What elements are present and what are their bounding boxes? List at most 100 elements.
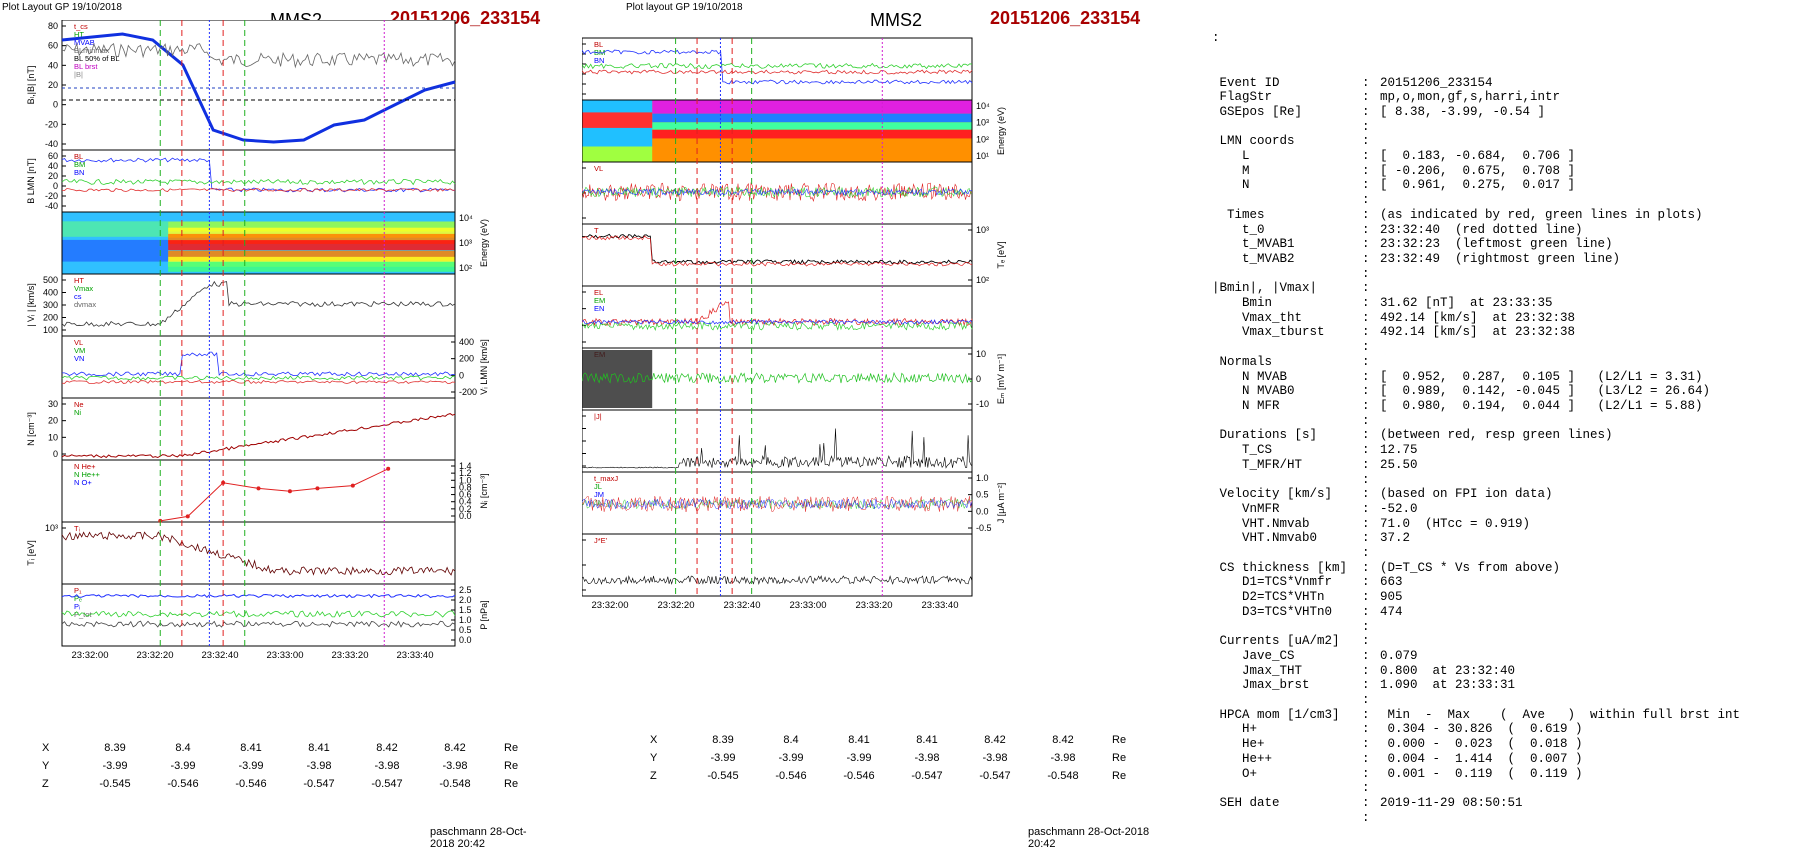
vl-line [62,351,456,377]
y-tick-label: 200 [43,313,58,323]
coord-value: -3.98 [374,760,400,772]
x-tick-label: 23:32:40 [724,600,761,611]
coord-value: -0.547 [979,770,1011,782]
summary-colon: : [1362,810,1370,825]
x-tick-label: 23:33:20 [332,650,369,661]
summary-key [1212,693,1362,708]
summary-key [1212,267,1362,282]
coord-value: -3.99 [778,752,804,764]
coord-value: -0.548 [439,778,471,790]
legend-entry: BL [74,152,83,161]
summary-line: T_MFR/HT:25.50 [1212,458,1804,473]
coord-value: 8.39 [104,742,126,754]
he-plus-plus-point [386,466,391,471]
summary-line: O+: 0.001 - 0.119 ( 0.119 ) [1212,767,1804,782]
summary-key: Vmax_tburst [1212,325,1325,340]
summary-value: 0.304 - 30.826 ( 0.619 ) [1380,722,1583,737]
coord-value: 8.41 [916,734,938,746]
summary-line: N MVAB: [ 0.952, 0.287, 0.105 ] (L2/L1 = … [1212,370,1804,385]
spectro-band [582,112,653,128]
summary-line: t_MVAB2:23:32:49 (rightmost green line) [1212,252,1804,267]
coord-value: 8.41 [240,742,262,754]
summary-colon: : [1362,222,1370,237]
summary-colon: : [1362,546,1370,561]
summary-colon: : [1362,340,1370,355]
summary-key: GSEpos [Re] [1212,104,1303,119]
summary-line: D2=TCS*VHTn:905 [1212,590,1804,605]
coord-value: -3.99 [846,752,872,764]
summary-line: He+: 0.000 - 0.023 ( 0.018 ) [1212,737,1804,752]
legend-entry: t_maxJ [594,474,618,483]
y-tick-label: 80 [48,21,58,31]
summary-colon: : [1362,149,1370,164]
y-tick-label-right: 0.8 [459,482,472,492]
summary-key: Jmax_THT [1212,663,1303,678]
left-coord-table: X 8.39 8.4 8.41 8.41 8.42 8.42 Re Y -3.99 -3.99 -3.… [40,738,560,794]
coord-value: -0.546 [843,770,875,782]
coord-value: 8.42 [984,734,1006,746]
summary-colon: : [1362,90,1370,105]
summary-key: VHT.Nmvab0 [1212,531,1318,546]
summary-line: VnMFR: -52.0 [1212,502,1804,517]
summary-line: Jave_CS:0.079 [1212,649,1804,664]
spectro-band [652,113,972,123]
coord-value: 8.39 [712,734,734,746]
summary-colon: : [1362,781,1370,796]
y-tick-label-right: 0.0 [459,511,472,521]
coord-value: 8.4 [783,734,799,746]
summary-key: D3=TCS*VHTn0 [1212,604,1333,619]
y-axis-label-right: Energy (eV) [479,219,489,267]
summary-key [1212,781,1362,796]
legend-entry: N O+ [74,478,92,487]
summary-line: : [1212,693,1804,708]
legend-entry: BL [594,40,603,49]
summary-value: 23:32:49 (rightmost green line) [1380,251,1621,266]
summary-key: SEH date [1212,795,1280,810]
y-tick-label: 10³ [45,523,58,533]
summary-line: VHT.Nmvab0:37.2 [1212,531,1804,546]
legend-entry: N He+ [74,462,96,471]
left-figure: Plot Layout GP 19/10/2018 MMS2 20151206_… [0,0,540,850]
coord-label: Z [42,778,49,790]
summary-key: N [1212,178,1250,193]
summary-key: Durations [s] [1212,428,1318,443]
summary-colon: : [1362,428,1370,443]
legend-entry: HT [74,30,84,39]
summary-colon: : [1362,354,1370,369]
summary-value: 0.079 [1380,648,1418,663]
j-magnitude-line [582,428,973,469]
y-tick-label-right: 1.0 [459,475,472,485]
middle-coord-table: X 8.39 8.4 8.41 8.41 8.42 8.42 Re Y -3.99 -3.99 -3.… [648,730,1168,786]
y-tick-label: 300 [43,300,58,310]
coord-value: -0.546 [235,778,267,790]
summary-key: He++ [1212,751,1273,766]
summary-key [1212,620,1362,635]
summary-line: Durations [s]: (between red, resp green l… [1212,428,1804,443]
spectro-band [168,227,456,238]
x-tick-label: 23:32:20 [137,650,174,661]
summary-line: D3=TCS*VHTn0:474 [1212,605,1804,620]
summary-line: t_0:23:32:40 (red dotted line) [1212,223,1804,238]
legend-entry: BL brst [74,62,98,71]
em-prime-line [582,371,973,384]
y-tick-label-right: 0 [459,370,464,380]
summary-key: D2=TCS*VHTn [1212,590,1325,605]
coord-unit: Re [1112,734,1127,746]
summary-key [1212,120,1362,135]
y-tick-label-right: 10³ [459,238,472,248]
legend-entry: P₁ [74,586,82,595]
summary-colon: : [1362,531,1370,546]
left-header-small: Plot Layout GP 19/10/2018 [2,2,122,13]
he-plus-plus-line [160,468,389,522]
panel-8: 210J*E' [nW m⁻³]J*E' [582,533,973,597]
y-axis-label-right: Nᵢ [cm⁻³] [479,473,489,508]
coord-row: Z -0.545 -0.546 -0.546 -0.547 -0.547 -0.548 Re [42,776,558,792]
summary-colon: : [1362,663,1370,678]
panel-frame [582,533,973,597]
summary-colon: : [1362,178,1370,193]
summary-value: (between red, resp green lines) [1380,428,1613,443]
summary-value: 23:32:40 (red dotted line) [1380,222,1583,237]
y-tick-label-right: 2.0 [459,595,472,605]
